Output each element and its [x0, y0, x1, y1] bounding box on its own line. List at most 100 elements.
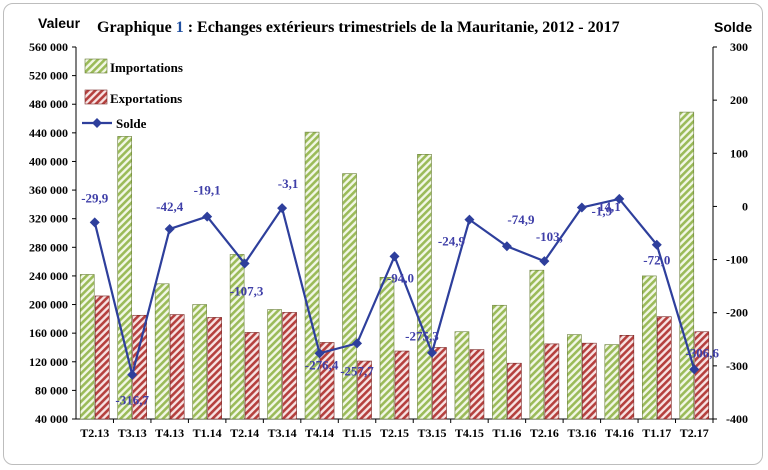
bar-exportations: [582, 342, 597, 420]
x-tick-label: T1.16: [492, 426, 521, 440]
left-tick-label: 40 000: [35, 412, 68, 426]
bar-exportations: [432, 347, 447, 420]
x-tick-label: T2.16: [530, 426, 559, 440]
legend-label-exportations: Exportations: [110, 91, 182, 106]
bar-exportations: [244, 332, 260, 420]
solde-point: [277, 203, 288, 214]
solde-data-label: -276,4: [305, 357, 339, 372]
x-tick-label: T1.15: [343, 426, 372, 440]
bar-importations: [304, 131, 320, 420]
bar-exportations: [319, 342, 335, 420]
bar-importations: [342, 173, 357, 420]
right-tick-label: 0: [742, 199, 748, 213]
solde-point: [576, 202, 587, 213]
solde-data-label: -94,0: [387, 270, 414, 285]
bar-importations: [492, 304, 507, 420]
bar-importations: [154, 283, 170, 420]
bar-exportations: [544, 343, 560, 420]
solde-point: [389, 251, 400, 262]
solde-data-label: -275,3: [405, 329, 439, 344]
left-tick-label: 400 000: [29, 154, 68, 168]
solde-data-label: -103,: [536, 229, 563, 244]
solde-data-label: -316,7: [115, 393, 149, 408]
x-tick-label: T2.15: [380, 426, 409, 440]
x-tick-label: T1.17: [642, 426, 671, 440]
solde-data-label: -19,1: [194, 183, 221, 198]
x-tick-label: T2.13: [80, 426, 109, 440]
legend-swatch-exportations: [84, 89, 108, 105]
left-tick-label: 560 000: [29, 40, 68, 54]
bar-importations: [641, 275, 657, 420]
left-tick-label: 160 000: [29, 326, 68, 340]
solde-point: [501, 241, 512, 252]
solde-point: [314, 348, 325, 359]
bar-importations: [379, 277, 395, 420]
bar-exportations: [656, 316, 672, 420]
legend-swatch-solde-marker: [92, 118, 102, 128]
solde-data-label: -257,7: [340, 363, 374, 378]
x-tick-label: T3.14: [268, 426, 297, 440]
x-tick-label: T2.17: [680, 426, 709, 440]
solde-point: [689, 364, 700, 375]
right-tick-label: -100: [726, 253, 748, 267]
legend-label-solde: Solde: [116, 116, 147, 131]
solde-point: [614, 193, 625, 204]
bar-exportations: [207, 317, 222, 420]
solde-data-label: -306,6: [685, 345, 719, 360]
left-tick-label: 240 000: [29, 269, 68, 283]
chart-title: Graphique 1 : Echanges extérieurs trimes…: [97, 19, 620, 36]
x-tick-label: T4.13: [155, 426, 184, 440]
bar-exportations: [394, 350, 410, 420]
left-tick-label: 520 000: [29, 69, 68, 83]
bar-exportations: [694, 331, 710, 420]
solde-data-label: -3,1: [278, 176, 299, 191]
x-tick-label: T3.16: [567, 426, 596, 440]
legend-label-importations: Importations: [110, 60, 183, 75]
left-tick-label: 360 000: [29, 183, 68, 197]
bar-importations: [454, 331, 470, 420]
solde-point: [426, 347, 437, 358]
solde-point: [127, 369, 138, 380]
bar-exportations: [357, 360, 372, 420]
bars: [79, 111, 710, 420]
solde-point: [202, 211, 213, 222]
bar-exportations: [169, 314, 185, 420]
left-axis-title: Valeur: [38, 15, 81, 31]
solde-line: [93, 197, 696, 376]
right-tick-label: -200: [726, 306, 748, 320]
right-tick-label: -300: [726, 359, 748, 373]
bar-importations: [679, 111, 695, 420]
left-tick-label: 440 000: [29, 126, 68, 140]
right-tick-label: 300: [730, 40, 748, 54]
solde-point: [164, 223, 175, 234]
bar-importations: [529, 269, 545, 420]
solde-point: [239, 258, 250, 269]
solde-point: [89, 217, 100, 228]
bar-importations: [567, 334, 582, 420]
solde-line-group: [89, 193, 700, 380]
chart-title-number: 1: [176, 19, 184, 36]
solde-data-label: -72,0: [643, 253, 670, 268]
bar-exportations: [282, 312, 297, 420]
right-tick-label: -400: [726, 412, 748, 426]
left-tick-label: 320 000: [29, 212, 68, 226]
x-tick-label: T3.13: [118, 426, 147, 440]
bar-importations: [117, 136, 133, 420]
bar-exportations: [469, 349, 485, 420]
solde-point: [539, 256, 550, 267]
bar-importations: [229, 254, 245, 420]
axes: 40 000 80 000 120 000 160 000 200 000 240 000…: [29, 40, 748, 440]
chart-title-suffix: : Echanges extérieurs trimestriels de la…: [184, 19, 620, 36]
bar-importations: [604, 344, 620, 420]
right-axis-title: Solde: [714, 19, 752, 35]
left-tick-label: 280 000: [29, 240, 68, 254]
solde-data-label: -42,4: [156, 199, 184, 214]
legend: Importations Exportations Solde: [82, 58, 183, 131]
x-tick-label: T2.14: [230, 426, 259, 440]
chart-title-prefix: Graphique: [97, 19, 176, 36]
bar-exportations: [507, 362, 522, 420]
x-tick-label: T4.16: [605, 426, 634, 440]
solde-data-label: -107,3: [230, 283, 264, 298]
left-tick-label: 120 000: [29, 355, 68, 369]
solde-data-label: -29,9: [81, 190, 109, 205]
